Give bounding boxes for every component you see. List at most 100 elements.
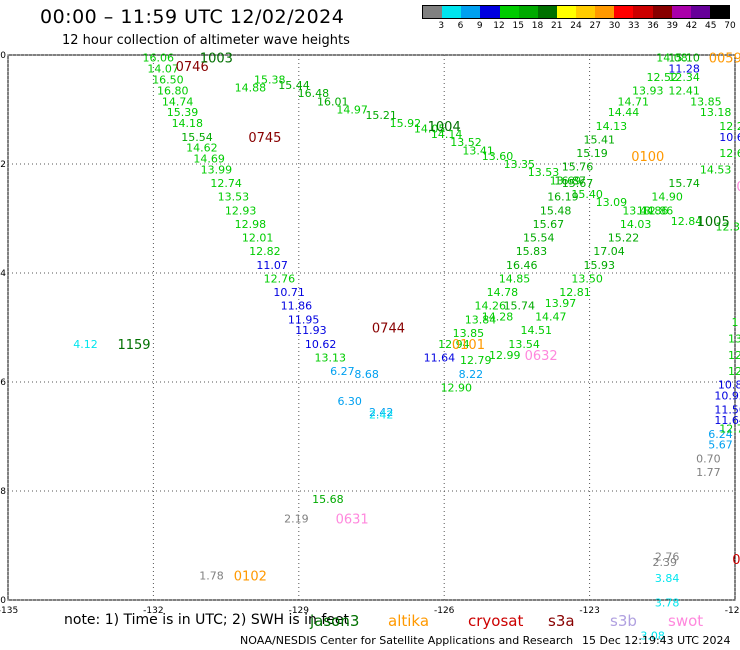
wave-height-point: 2.76 [655, 550, 680, 563]
wave-height-point: 3.78 [655, 597, 680, 610]
pass-time-label: 1159 [117, 338, 150, 353]
color-scale-label: 12 [493, 21, 505, 31]
wave-height-point: 13.69 [550, 174, 582, 187]
color-scale-swatch [671, 6, 691, 18]
wave-height-point: 12.93 [225, 204, 257, 217]
wave-height-point: 13 [728, 332, 740, 345]
wave-height-point: 17.04 [593, 245, 625, 258]
wave-height-point: 10.92 [714, 390, 740, 403]
color-scale-label: 18 [531, 21, 544, 31]
y-tick-label: -68 [0, 487, 6, 497]
pass-time-label: 002 [732, 553, 740, 568]
pass-time-label: 0744 [372, 322, 405, 337]
wave-height-point: 15.67 [533, 218, 565, 231]
color-scale-label: 33 [628, 21, 640, 31]
wave-height-point: 1.78 [199, 569, 224, 582]
wave-height-point: 14.69 [193, 153, 225, 166]
y-tick-label: -62 [0, 160, 6, 170]
wave-height-point: 10.71 [273, 286, 305, 299]
color-scale-swatch [499, 6, 519, 18]
wave-height-point: 0.70 [696, 452, 721, 465]
wave-height-point: 4.12 [73, 338, 98, 351]
legend-satellite-s3a: s3a [548, 612, 575, 630]
wave-height-point: 16.48 [298, 87, 330, 100]
color-scale-swatch [633, 6, 653, 18]
x-tick-label: -132 [143, 606, 163, 616]
wave-height-point: 11.50 [714, 403, 740, 416]
wave-height-point: 14.71 [617, 95, 649, 108]
pass-time-label: 1004 [428, 120, 461, 135]
legend-satellite-swot: swot [668, 612, 704, 630]
color-scale-label: 15 [512, 21, 524, 31]
x-tick-label: -126 [434, 606, 455, 616]
wave-height-point: 10.69 [719, 131, 740, 144]
wave-height-point: 15.76 [562, 161, 594, 174]
pass-time-label: 0632 [525, 349, 558, 364]
legend-satellite-jason3: jason3 [310, 612, 360, 630]
wave-height-point: 11.95 [288, 313, 320, 326]
wave-height-point: 15.41 [584, 133, 616, 146]
wave-height-point: 13.99 [201, 163, 233, 176]
wave-height-point: 14.90 [651, 191, 683, 204]
x-tick-label: -120 [725, 606, 740, 616]
wave-height-point: 14.78 [487, 286, 519, 299]
wave-height-point: 12.41 [668, 84, 700, 97]
wave-height-point: 15.40 [571, 188, 603, 201]
color-scale-swatch [442, 6, 462, 18]
wave-height-point: 13.44 [622, 204, 654, 217]
color-scale-label: 70 [724, 21, 736, 31]
wave-height-point: 12.99 [489, 349, 521, 362]
wave-height-point: 13.53 [218, 191, 250, 204]
pass-time-label: 0631 [336, 512, 369, 527]
wave-height-point: 16.80 [157, 84, 189, 97]
wave-height-point: 13.84 [465, 313, 497, 326]
wave-height-point: 12.34 [668, 71, 700, 84]
wave-height-point: 14.14 [431, 128, 463, 141]
wave-height-point: 14.51 [521, 324, 553, 337]
legend-satellite-altika: altika [388, 612, 430, 630]
x-tick-label: -123 [579, 606, 599, 616]
wave-height-point: 16.87 [554, 174, 586, 187]
wave-height-point: 12 [728, 365, 740, 378]
wave-height-point: 14.08 [656, 52, 688, 65]
wave-height-point: 15.74 [668, 177, 700, 190]
wave-height-point: 14.05 [414, 123, 446, 136]
pass-time-label: 0102 [234, 569, 267, 584]
wave-height-point: 13.41 [462, 144, 494, 157]
wave-height-point: 13.35 [504, 158, 536, 171]
wave-height-point: 12.81 [559, 286, 591, 299]
wave-height-point: 14.44 [608, 106, 640, 119]
wave-height-point: 15.67 [562, 177, 594, 190]
wave-height-point: 13.85 [690, 95, 722, 108]
wave-height-point: 14.26 [474, 300, 506, 313]
wave-height-point: 11.64 [714, 414, 740, 427]
wave-height-point: 15.22 [608, 232, 640, 245]
wave-height-point: 10.62 [305, 338, 337, 351]
wave-height-point: 15.48 [540, 204, 572, 217]
y-tick-label: -66 [0, 378, 6, 388]
wave-height-point: 12.76 [264, 272, 296, 285]
color-scale-swatch [614, 6, 634, 18]
wave-height-point: 14.88 [235, 82, 267, 95]
wave-height-point: 14.74 [162, 95, 194, 108]
wave-height-point: 2.39 [652, 556, 677, 569]
wave-height-point: 11.86 [281, 300, 313, 313]
wave-height-point: 13.85 [453, 327, 485, 340]
wave-height-point: 13.97 [545, 297, 577, 310]
pass-time-label: 0746 [176, 60, 209, 75]
wave-height-point: 12.79 [460, 354, 492, 367]
color-scale-swatch [537, 6, 557, 18]
wave-height-point: 14.85 [499, 272, 531, 285]
wave-height-point: 15.83 [516, 245, 548, 258]
wave-height-point: 12.90 [441, 381, 473, 394]
wave-height-point: 13.93 [632, 84, 664, 97]
wave-height-point: 12.82 [249, 245, 281, 258]
wave-height-point: 13.18 [700, 106, 732, 119]
wave-height-point: 12.01 [242, 232, 274, 245]
wave-height-point: 13.54 [508, 338, 540, 351]
wave-height-point: 3.08 [640, 629, 665, 642]
color-scale-label: 3 [438, 21, 445, 31]
color-scale-label: 24 [570, 21, 582, 31]
wave-height-point: 12.65 [719, 147, 740, 160]
pass-time-label: 0101 [452, 338, 485, 353]
